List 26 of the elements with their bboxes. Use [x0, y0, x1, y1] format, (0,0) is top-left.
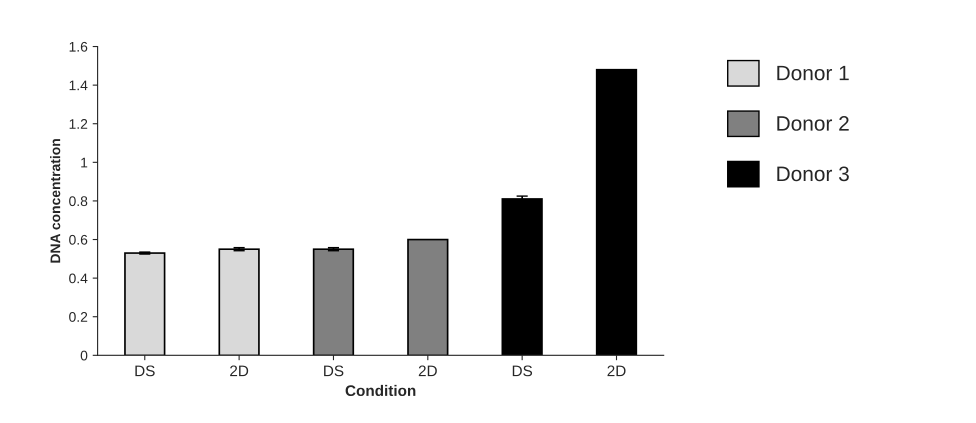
y-tick-label: 0.2 [69, 312, 88, 322]
y-tick-label: 0.8 [69, 196, 88, 206]
y-tick-label: 1.6 [70, 42, 88, 52]
legend-label: Donor 3 [777, 166, 849, 182]
legend-label: Donor 2 [777, 116, 849, 131]
x-tick-label: 2D [418, 365, 437, 376]
y-tick-label: 0.4 [69, 273, 88, 284]
y-tick-label: 0.6 [69, 234, 88, 245]
bar [596, 68, 638, 356]
x-axis-title: Condition [346, 384, 416, 396]
bar [218, 248, 260, 356]
bar [407, 238, 448, 356]
x-tick-label: 2D [230, 365, 248, 376]
x-tick-label: 2D [608, 365, 626, 376]
y-tick-label: 1 [81, 158, 88, 168]
x-tick-label: DS [324, 365, 344, 376]
bar [312, 248, 354, 356]
y-tick-label: 0 [80, 350, 88, 360]
y-tick-label: 1.2 [70, 119, 88, 129]
legend-label: Donor 1 [777, 66, 849, 80]
bar [124, 252, 166, 356]
y-axis-title: DNA concentration [50, 139, 60, 263]
bar [502, 198, 543, 356]
x-tick-label: DS [135, 365, 155, 376]
y-tick-label: 1.4 [70, 80, 88, 90]
x-tick-label: DS [512, 365, 532, 376]
